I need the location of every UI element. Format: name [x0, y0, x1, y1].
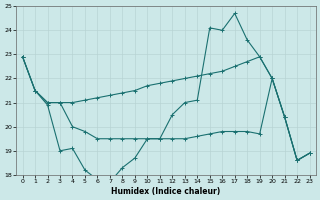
X-axis label: Humidex (Indice chaleur): Humidex (Indice chaleur) — [111, 187, 221, 196]
